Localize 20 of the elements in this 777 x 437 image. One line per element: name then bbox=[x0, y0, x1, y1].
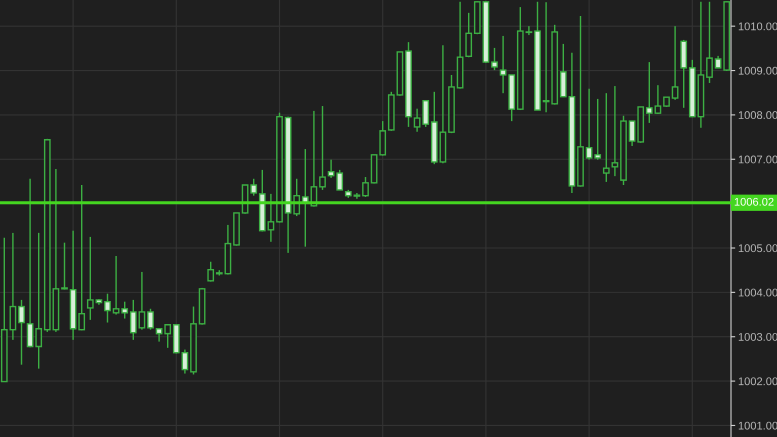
candlestick bbox=[164, 324, 172, 349]
candlestick bbox=[336, 169, 344, 192]
candlestick bbox=[328, 159, 334, 179]
candlestick bbox=[465, 12, 472, 58]
candlestick bbox=[207, 261, 214, 282]
candlestick bbox=[35, 232, 42, 370]
candlestick bbox=[594, 98, 602, 160]
candlestick bbox=[602, 92, 610, 183]
candlestick bbox=[121, 300, 128, 320]
candlestick bbox=[250, 178, 258, 196]
candlestick bbox=[379, 120, 386, 156]
candlestick bbox=[646, 61, 653, 124]
candlestick bbox=[500, 35, 506, 94]
ref-line-label: 1006.02 bbox=[734, 198, 774, 206]
candlestick bbox=[414, 108, 420, 132]
candlestick bbox=[86, 236, 94, 321]
candlestick bbox=[78, 184, 86, 332]
candlestick bbox=[130, 299, 137, 341]
candlestick bbox=[26, 178, 34, 348]
candlestick bbox=[422, 100, 430, 128]
